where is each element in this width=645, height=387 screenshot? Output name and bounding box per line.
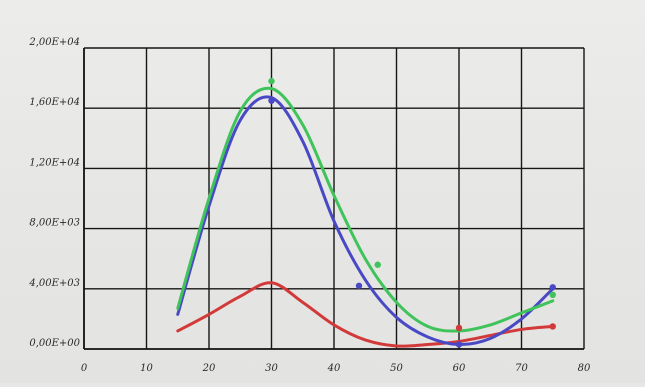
y-tick-label: 1,60E+04 bbox=[29, 97, 80, 108]
series-line-2 bbox=[176, 281, 555, 348]
data-point bbox=[549, 323, 556, 330]
x-tick-label: 10 bbox=[140, 363, 153, 374]
x-tick-label: 30 bbox=[265, 363, 278, 374]
y-tick-label: 8,00E+03 bbox=[29, 218, 80, 229]
y-tick-label: 4,00E+03 bbox=[28, 278, 80, 289]
y-tick-label: 1,20E+04 bbox=[29, 157, 80, 168]
x-tick-label: 80 bbox=[578, 363, 591, 374]
x-tick-label: 20 bbox=[202, 363, 216, 374]
data-point bbox=[268, 97, 275, 104]
x-tick-label: 60 bbox=[453, 363, 466, 374]
data-point bbox=[549, 284, 556, 291]
marker-layer bbox=[268, 77, 556, 348]
series-layer bbox=[176, 86, 555, 348]
data-point bbox=[374, 261, 381, 268]
data-point bbox=[549, 291, 556, 299]
x-tick-label: 40 bbox=[327, 363, 341, 374]
series-line-1 bbox=[176, 95, 555, 346]
grid-layer bbox=[83, 47, 585, 350]
y-tick-label: 2,00E+04 bbox=[28, 37, 80, 48]
x-tick-label: 70 bbox=[515, 363, 528, 374]
x-tick-label: 0 bbox=[81, 363, 88, 374]
label-layer: 0 10 20 30 40 50 60 70 80 0,00E+00 4,00E+03 8,00E+0… bbox=[28, 37, 591, 374]
data-point bbox=[455, 324, 463, 332]
y-tick-label: 0,00E+00 bbox=[29, 338, 80, 349]
data-point bbox=[355, 282, 363, 289]
data-point bbox=[268, 77, 275, 85]
x-tick-label: 50 bbox=[390, 363, 403, 374]
data-point bbox=[455, 341, 463, 348]
series-line-0 bbox=[176, 86, 555, 333]
